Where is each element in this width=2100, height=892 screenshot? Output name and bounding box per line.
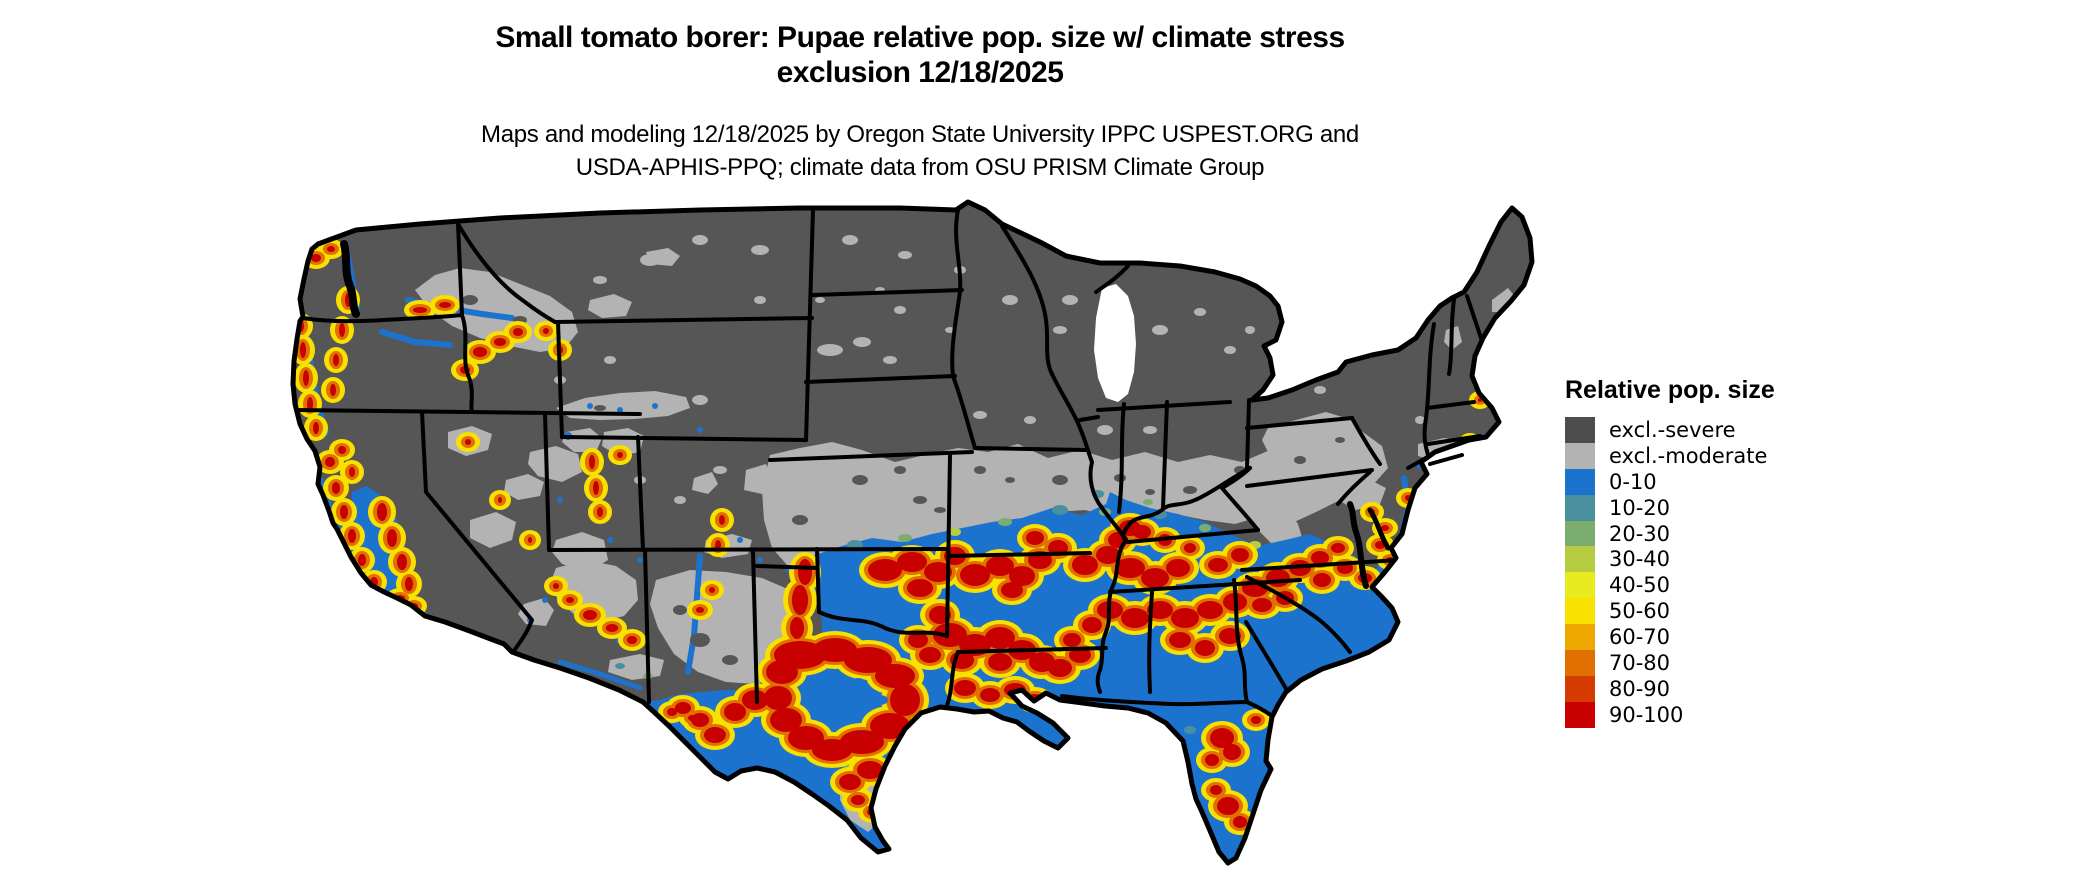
long-island xyxy=(1428,453,1464,466)
legend-swatch-9 xyxy=(1565,650,1595,676)
legend-rows: excl.-severe excl.-moderate 0-10 10-20 20-30… xyxy=(1565,417,1895,728)
legend-swatch-7 xyxy=(1565,598,1595,625)
map-title-line1: Small tomato borer: Pupae relative pop. … xyxy=(495,21,1345,54)
legend-swatch-1 xyxy=(1565,442,1595,469)
legend-entry-label: 10-20 xyxy=(1609,495,1671,520)
legend-entry-label: excl.-moderate xyxy=(1609,443,1768,468)
map-subtitle-line2: USDA-APHIS-PPQ; climate data from OSU PR… xyxy=(575,154,1265,181)
legend-swatch-8 xyxy=(1565,624,1595,651)
legend-entry: 90-100 xyxy=(1565,701,1895,728)
legend-swatch-5 xyxy=(1565,546,1595,573)
legend-entry-label: 40-50 xyxy=(1609,573,1671,598)
legend-entry-label: excl.-severe xyxy=(1609,417,1736,442)
legend-entry-label: 20-30 xyxy=(1609,521,1671,546)
legend-entry: excl.-moderate xyxy=(1565,442,1895,469)
legend-entry-label: 70-80 xyxy=(1609,650,1671,675)
map-subtitle: Maps and modeling 12/18/2025 by Oregon S… xyxy=(0,118,1840,184)
legend-entry-label: 30-40 xyxy=(1609,547,1671,572)
map-subtitle-line1: Maps and modeling 12/18/2025 by Oregon S… xyxy=(481,121,1359,148)
legend-entry: 10-20 xyxy=(1565,494,1895,521)
legend-entry-label: 60-70 xyxy=(1609,625,1671,650)
legend-entry: 20-30 xyxy=(1565,520,1895,547)
legend-entry-label: 0-10 xyxy=(1609,469,1657,494)
legend-swatch-11 xyxy=(1565,701,1595,728)
lake-michigan xyxy=(1094,284,1136,402)
chesapeake-bay xyxy=(1347,501,1369,589)
legend-entry: 70-80 xyxy=(1565,650,1895,676)
legend-entry: 60-70 xyxy=(1565,624,1895,651)
excl-moderate-regions xyxy=(415,248,1516,684)
legend-entry: 0-10 xyxy=(1565,468,1895,495)
legend-entry-label: 50-60 xyxy=(1609,599,1671,624)
delaware-bay xyxy=(1367,507,1391,551)
legend-entry: 80-90 xyxy=(1565,675,1895,702)
legend-swatch-6 xyxy=(1565,572,1595,599)
legend-entry: excl.-severe xyxy=(1565,417,1895,443)
legend-entry: 40-50 xyxy=(1565,572,1895,599)
legend-swatch-0 xyxy=(1565,417,1595,443)
legend-title: Relative pop. size xyxy=(1565,376,1775,404)
puget-sound xyxy=(340,240,360,318)
map-title: Small tomato borer: Pupae relative pop. … xyxy=(0,20,1840,90)
coastline-outline xyxy=(290,199,1535,866)
light-gray-speckle xyxy=(554,235,1425,504)
map-title-line2: exclusion 12/18/2025 xyxy=(776,56,1064,89)
legend-swatch-3 xyxy=(1565,494,1595,521)
legend-entry-label: 80-90 xyxy=(1609,676,1671,701)
legend-entry: 50-60 xyxy=(1565,598,1895,625)
water-features xyxy=(340,240,1464,589)
legend-swatch-10 xyxy=(1565,675,1595,702)
legend-entry: 30-40 xyxy=(1565,546,1895,573)
legend-entry-label: 90-100 xyxy=(1609,702,1684,727)
legend-swatch-2 xyxy=(1565,468,1595,495)
high-population-hotspots xyxy=(293,239,1491,835)
legend-swatch-4 xyxy=(1565,520,1595,547)
legend: Relative pop. size excl.-severe excl.-mod… xyxy=(1565,376,1895,728)
blue-holes-in-hotspots xyxy=(824,678,888,714)
